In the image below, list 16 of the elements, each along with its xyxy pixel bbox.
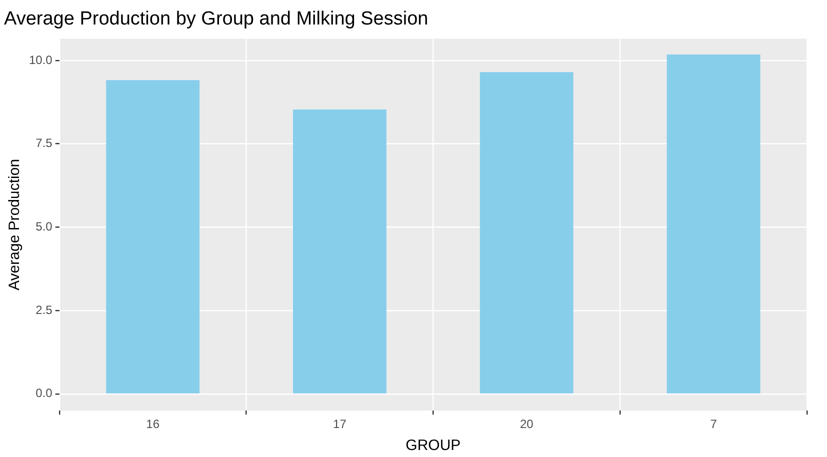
x-tick-label: 16 — [146, 417, 160, 432]
bar — [666, 54, 760, 394]
x-axis-title: GROUP — [406, 437, 461, 454]
bar — [292, 109, 386, 394]
x-tick-label: 20 — [520, 417, 534, 432]
y-tick-label: 5.0 — [36, 220, 53, 234]
y-tick-label: 10.0 — [28, 52, 53, 67]
y-axis-title: Average Production — [6, 158, 24, 290]
x-tick-label: 7 — [710, 417, 718, 432]
x-tick-label: 17 — [333, 417, 347, 432]
y-tick-label: 0.0 — [36, 386, 53, 400]
y-tick-label: 2.5 — [36, 302, 53, 317]
chart-title: Average Production by Group and Milking Session — [4, 8, 428, 30]
y-tick-label: 7.5 — [36, 136, 53, 150]
bar — [480, 72, 574, 394]
bar — [106, 80, 200, 394]
